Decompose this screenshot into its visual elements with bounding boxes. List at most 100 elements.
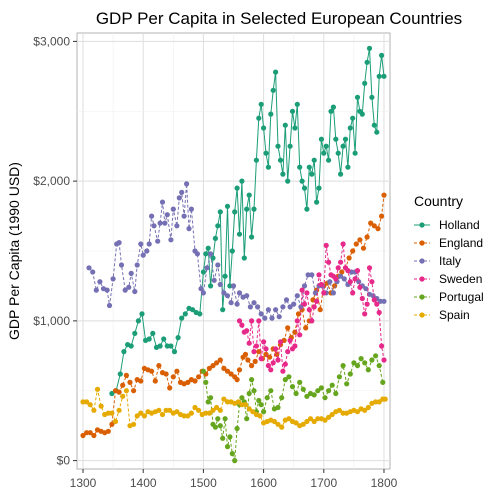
data-point-holland (299, 178, 305, 184)
data-point-portugal (203, 379, 209, 385)
data-point-italy (126, 284, 132, 290)
data-point-sweden (321, 290, 327, 296)
data-point-sweden (244, 328, 250, 334)
data-point-holland (328, 108, 334, 114)
series-line-portugal (202, 354, 384, 461)
data-point-italy (176, 195, 182, 201)
data-point-spain (80, 399, 86, 405)
data-point-portugal (311, 392, 317, 398)
data-point-italy (341, 276, 347, 282)
data-point-portugal (362, 360, 368, 366)
data-point-england (303, 325, 309, 331)
data-point-holland (256, 115, 262, 121)
data-point-spain (257, 413, 263, 419)
data-point-england (120, 382, 126, 388)
data-point-sweden (251, 349, 257, 355)
data-point-italy (211, 277, 217, 283)
data-point-italy (132, 288, 138, 295)
data-point-portugal (333, 390, 339, 397)
data-point-holland (139, 311, 145, 317)
data-point-england (105, 428, 111, 434)
data-point-holland (210, 255, 216, 261)
data-point-italy (215, 262, 221, 268)
data-point-holland (379, 52, 385, 59)
legend-item-england: England (414, 236, 483, 250)
data-point-spain (365, 404, 371, 411)
data-point-holland (275, 143, 281, 149)
data-point-spain (163, 407, 169, 413)
data-point-england (317, 307, 323, 313)
data-point-sweden (285, 349, 291, 355)
data-point-italy (174, 223, 180, 229)
data-point-spain (192, 404, 198, 411)
data-point-holland (345, 164, 351, 170)
data-point-england (234, 377, 240, 383)
data-point-portugal (369, 357, 375, 363)
data-point-italy (224, 293, 231, 299)
data-point-england (371, 223, 377, 229)
data-point-spain (362, 407, 368, 413)
data-point-portugal (200, 368, 206, 374)
data-point-spain (304, 418, 310, 425)
data-point-sweden (304, 290, 310, 296)
data-point-italy (168, 237, 174, 243)
data-point-england (360, 245, 367, 251)
data-point-sweden (253, 343, 259, 349)
data-point-portugal (365, 367, 371, 373)
data-point-portugal (315, 388, 321, 394)
data-point-spain (131, 421, 137, 427)
data-point-sweden (287, 337, 293, 343)
data-point-holland (203, 251, 209, 257)
data-point-spain (300, 421, 306, 427)
data-point-holland (150, 330, 156, 336)
data-point-spain (120, 393, 126, 399)
data-point-sweden (280, 368, 286, 374)
data-point-portugal (256, 397, 262, 404)
data-point-italy (122, 287, 128, 293)
data-point-holland (333, 136, 339, 142)
data-point-spain (382, 396, 388, 402)
data-point-spain (206, 410, 212, 416)
data-point-italy (269, 315, 275, 321)
data-point-england (87, 430, 93, 436)
data-point-sweden (265, 363, 271, 369)
data-point-sweden (258, 356, 264, 362)
data-point-sweden (364, 301, 370, 307)
data-point-portugal (304, 393, 310, 399)
data-point-italy (155, 238, 161, 244)
data-point-sweden (376, 309, 382, 316)
data-point-italy (291, 301, 297, 307)
data-point-spain (196, 407, 202, 413)
data-point-holland (190, 307, 196, 313)
data-point-sweden (338, 259, 344, 265)
data-point-holland (306, 164, 312, 170)
data-point-england (131, 388, 137, 394)
legend-item-holland: Holland (414, 218, 480, 232)
data-point-sweden (340, 241, 346, 247)
data-point-italy (230, 283, 237, 289)
data-point-england (167, 385, 173, 391)
data-point-spain (250, 409, 256, 415)
data-point-holland (338, 171, 344, 177)
series-spain (80, 386, 388, 430)
data-point-england (152, 378, 158, 384)
data-point-italy (149, 213, 155, 219)
data-point-holland (376, 73, 382, 79)
data-point-portugal (227, 434, 233, 440)
data-point-spain (181, 413, 187, 419)
data-point-holland (241, 255, 247, 261)
data-point-spain (275, 421, 281, 427)
legend-label: Holland (439, 218, 480, 232)
data-point-holland (352, 150, 358, 156)
data-point-england (379, 213, 385, 219)
data-point-portugal (297, 379, 303, 385)
data-point-spain (156, 407, 162, 413)
data-point-england (339, 269, 345, 275)
data-point-sweden (294, 318, 300, 324)
data-point-italy (381, 298, 387, 304)
data-point-portugal (373, 353, 379, 359)
data-point-italy (276, 314, 282, 320)
data-point-england (80, 432, 86, 439)
data-point-england (256, 349, 262, 355)
